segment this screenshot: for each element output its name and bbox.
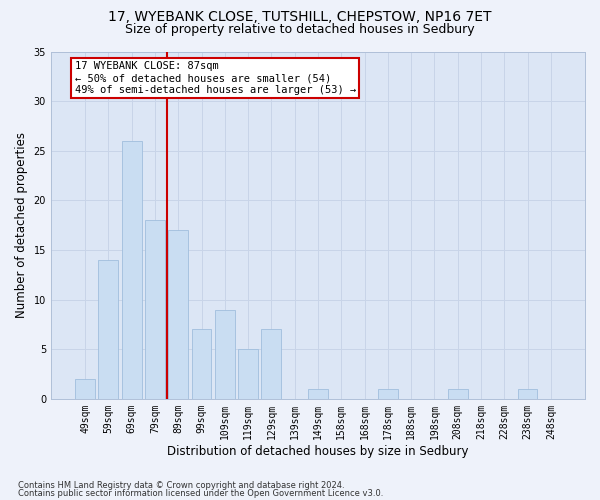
Text: Contains public sector information licensed under the Open Government Licence v3: Contains public sector information licen… — [18, 489, 383, 498]
Bar — [191, 330, 211, 399]
Y-axis label: Number of detached properties: Number of detached properties — [15, 132, 28, 318]
Bar — [518, 389, 538, 399]
Bar — [378, 389, 398, 399]
X-axis label: Distribution of detached houses by size in Sedbury: Distribution of detached houses by size … — [167, 444, 469, 458]
Bar — [169, 230, 188, 399]
Bar — [308, 389, 328, 399]
Text: Contains HM Land Registry data © Crown copyright and database right 2024.: Contains HM Land Registry data © Crown c… — [18, 480, 344, 490]
Text: 17, WYEBANK CLOSE, TUTSHILL, CHEPSTOW, NP16 7ET: 17, WYEBANK CLOSE, TUTSHILL, CHEPSTOW, N… — [108, 10, 492, 24]
Bar — [122, 141, 142, 399]
Bar — [145, 220, 165, 399]
Bar — [215, 310, 235, 399]
Text: 17 WYEBANK CLOSE: 87sqm
← 50% of detached houses are smaller (54)
49% of semi-de: 17 WYEBANK CLOSE: 87sqm ← 50% of detache… — [74, 62, 356, 94]
Bar — [75, 379, 95, 399]
Text: Size of property relative to detached houses in Sedbury: Size of property relative to detached ho… — [125, 22, 475, 36]
Bar — [238, 349, 258, 399]
Bar — [448, 389, 467, 399]
Bar — [98, 260, 118, 399]
Bar — [262, 330, 281, 399]
